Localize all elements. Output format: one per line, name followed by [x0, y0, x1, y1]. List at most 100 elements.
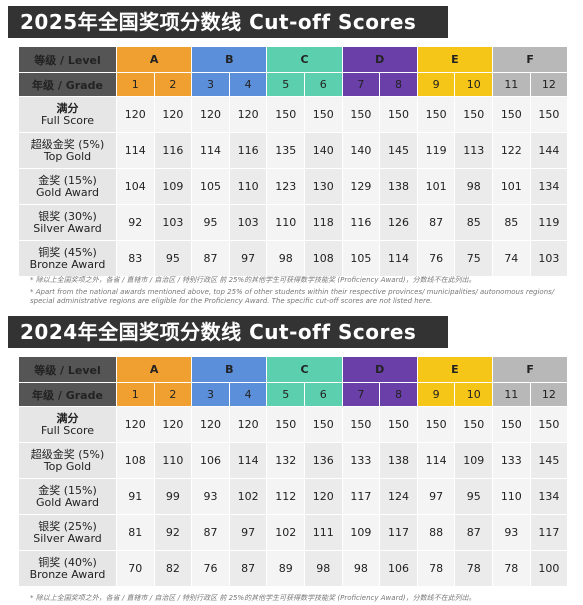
row-header: 满分 Full Score — [18, 96, 117, 133]
score-cell: 133 — [492, 442, 531, 479]
level-b: B — [191, 46, 268, 73]
grade-8: 8 — [379, 72, 418, 97]
award-row: 银奖 (30%) Silver Award 92 103 95 103 110 118 116 1… — [18, 204, 569, 241]
grade-11: 11 — [492, 382, 531, 407]
score-cell: 109 — [454, 442, 494, 479]
score-cell: 103 — [153, 204, 193, 241]
score-cell: 93 — [191, 478, 230, 515]
score-cell: 104 — [116, 168, 155, 205]
score-cell: 126 — [379, 204, 418, 241]
grade-9: 9 — [416, 382, 456, 407]
grade-header-row: 年级 / Grade 1 2 3 4 5 6 7 8 9 10 11 12 — [18, 382, 569, 407]
score-cell: 150 — [266, 96, 305, 133]
score-cell: 130 — [304, 168, 343, 205]
score-cell: 150 — [341, 96, 381, 133]
row-label-zh: 银奖 (25%) — [38, 519, 97, 533]
score-cell: 110 — [153, 442, 193, 479]
level-a: A — [115, 356, 193, 383]
score-cell: 87 — [416, 204, 456, 241]
score-cell: 92 — [153, 514, 193, 551]
row-label-zh: 铜奖 (40%) — [38, 555, 97, 569]
table-title-2025: 2025年全国奖项分数线 Cut-off Scores — [8, 6, 448, 38]
grade-7: 7 — [341, 72, 381, 97]
score-cell: 120 — [228, 96, 268, 133]
grade-1: 1 — [116, 382, 155, 407]
row-header: 银奖 (30%) Silver Award — [18, 204, 117, 241]
score-cell: 112 — [266, 478, 305, 515]
score-cell: 120 — [191, 406, 230, 443]
row-label-zh: 超级金奖 (5%) — [30, 137, 105, 151]
grade-3: 3 — [191, 72, 230, 97]
score-cell: 89 — [266, 550, 305, 587]
score-cell: 133 — [341, 442, 381, 479]
award-row: 超级金奖 (5%) Top Gold 114 116 114 116 135 140 140 14… — [18, 132, 569, 169]
score-cell: 114 — [228, 442, 268, 479]
score-cell: 108 — [304, 240, 343, 277]
score-cell: 138 — [379, 442, 418, 479]
score-cell: 97 — [228, 514, 268, 551]
grade-label: 年级 / Grade — [18, 382, 117, 407]
award-row: 铜奖 (45%) Bronze Award 83 95 87 97 98 108 105 114 7… — [18, 240, 569, 277]
level-e: E — [416, 356, 494, 383]
grade-6: 6 — [304, 382, 343, 407]
award-row: 银奖 (25%) Silver Award 81 92 87 97 102 111 109 117… — [18, 514, 569, 551]
level-a: A — [115, 46, 193, 73]
score-cell: 119 — [416, 132, 456, 169]
score-cell: 105 — [191, 168, 230, 205]
score-cell: 78 — [416, 550, 456, 587]
footnote-zh-2024: * 除以上全国奖项之外，各省 / 直辖市 / 自治区 / 特别行政区 前 25%… — [30, 594, 476, 602]
row-header: 超级金奖 (5%) Top Gold — [18, 132, 117, 169]
score-cell: 102 — [266, 514, 305, 551]
score-cell: 138 — [379, 168, 418, 205]
score-cell: 91 — [116, 478, 155, 515]
grade-10: 10 — [454, 72, 494, 97]
score-cell: 110 — [228, 168, 268, 205]
score-cell: 109 — [341, 514, 381, 551]
score-cell: 120 — [191, 96, 230, 133]
row-label-zh: 金奖 (15%) — [38, 173, 97, 187]
row-label-en: Silver Award — [33, 221, 102, 235]
row-label-zh: 满分 — [56, 101, 79, 115]
row-label-zh: 满分 — [56, 411, 79, 425]
score-cell: 120 — [153, 96, 193, 133]
score-cell: 85 — [454, 204, 494, 241]
full-score-row: 满分 Full Score 120 120 120 120 150 150 150 150 150 1… — [18, 406, 569, 443]
score-cell: 103 — [228, 204, 268, 241]
score-cell: 75 — [454, 240, 494, 277]
score-cell: 78 — [492, 550, 531, 587]
score-cell: 87 — [454, 514, 494, 551]
score-cell: 101 — [416, 168, 456, 205]
score-cell: 120 — [116, 96, 155, 133]
score-cell: 114 — [116, 132, 155, 169]
score-cell: 95 — [454, 478, 494, 515]
score-table-2025: 等级 / Level A B C D E F 年级 / Grade 1 2 3 4 5 6 7 8 9 10 11 1… — [18, 46, 569, 277]
row-label-zh: 铜奖 (45%) — [38, 245, 97, 259]
grade-header-row: 年级 / Grade 1 2 3 4 5 6 7 8 9 10 11 12 — [18, 72, 569, 97]
score-cell: 150 — [492, 96, 531, 133]
score-cell: 150 — [492, 406, 531, 443]
score-cell: 116 — [341, 204, 381, 241]
grade-4: 4 — [228, 382, 268, 407]
score-cell: 132 — [266, 442, 305, 479]
row-label-en: Silver Award — [33, 531, 102, 545]
footnote-en-2025: * Apart from the national awards mention… — [30, 288, 555, 305]
score-cell: 150 — [529, 96, 569, 133]
score-cell: 101 — [492, 168, 531, 205]
score-cell: 70 — [116, 550, 155, 587]
score-cell: 109 — [153, 168, 193, 205]
score-cell: 116 — [153, 132, 193, 169]
score-cell: 140 — [304, 132, 343, 169]
score-cell: 135 — [266, 132, 305, 169]
section-2025: 2025年全国奖项分数线 Cut-off Scores 等级 / Level A B… — [8, 6, 569, 305]
score-cell: 95 — [153, 240, 193, 277]
score-cell: 150 — [529, 406, 569, 443]
grade-2: 2 — [153, 382, 193, 407]
level-f: F — [492, 46, 569, 73]
row-header: 满分 Full Score — [18, 406, 117, 443]
row-label-zh: 超级金奖 (5%) — [30, 447, 105, 461]
score-cell: 129 — [341, 168, 381, 205]
score-cell: 150 — [341, 406, 381, 443]
score-cell: 88 — [416, 514, 456, 551]
grade-3: 3 — [191, 382, 230, 407]
score-cell: 81 — [116, 514, 155, 551]
